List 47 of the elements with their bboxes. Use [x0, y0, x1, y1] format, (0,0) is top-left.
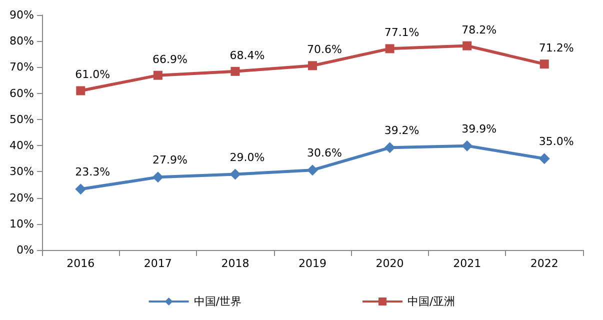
data-label: 29.0% — [230, 150, 265, 164]
point — [308, 61, 317, 70]
point — [153, 70, 162, 80]
point — [307, 164, 318, 176]
data-label: 30.6% — [307, 146, 342, 160]
data-label: 71.2% — [538, 42, 574, 55]
point — [230, 168, 241, 180]
data-label: 61.0% — [75, 68, 110, 82]
data-label: 78.2% — [462, 23, 497, 36]
x-tick-label: 2020 — [376, 257, 404, 270]
point — [384, 142, 396, 154]
y-tick-label: 50% — [10, 112, 34, 126]
x-tick-label: 2018 — [221, 257, 250, 270]
data-label: 39.9% — [462, 122, 497, 136]
x-tick-label: 2016 — [66, 257, 95, 270]
point — [462, 140, 473, 152]
data-label: 39.2% — [384, 124, 420, 138]
point — [76, 86, 86, 96]
y-tick-label: 70% — [10, 60, 34, 74]
y-tick-label: 10% — [10, 217, 34, 230]
data-label: 23.3% — [75, 166, 110, 179]
x-tick-label: 2021 — [453, 257, 482, 270]
y-tick-label: 40% — [10, 139, 34, 152]
y-tick-label: 0% — [16, 244, 34, 256]
data-label: 70.6% — [307, 43, 342, 56]
point — [540, 60, 549, 69]
point — [230, 66, 240, 76]
point — [538, 153, 550, 164]
y-tick-label: 90% — [10, 8, 34, 22]
legend-label: 中国/世界 — [194, 295, 242, 308]
point — [385, 44, 394, 54]
y-tick-label: 30% — [10, 165, 34, 178]
data-label: 68.4% — [230, 48, 265, 62]
data-label: 66.9% — [152, 52, 188, 66]
x-tick-label: 2019 — [298, 257, 326, 270]
point — [75, 184, 86, 195]
y-tick-label: 60% — [10, 86, 34, 100]
x-tick-label: 2017 — [144, 257, 172, 270]
data-label: 35.0% — [538, 135, 574, 148]
point — [152, 172, 164, 183]
point — [462, 41, 472, 50]
legend-label: 中国/亚洲 — [408, 295, 456, 308]
y-tick-label: 80% — [10, 34, 34, 48]
x-tick-label: 2022 — [530, 257, 558, 270]
y-tick-label: 20% — [10, 191, 34, 204]
data-label: 77.1% — [384, 26, 420, 40]
data-label: 27.9% — [152, 154, 188, 167]
